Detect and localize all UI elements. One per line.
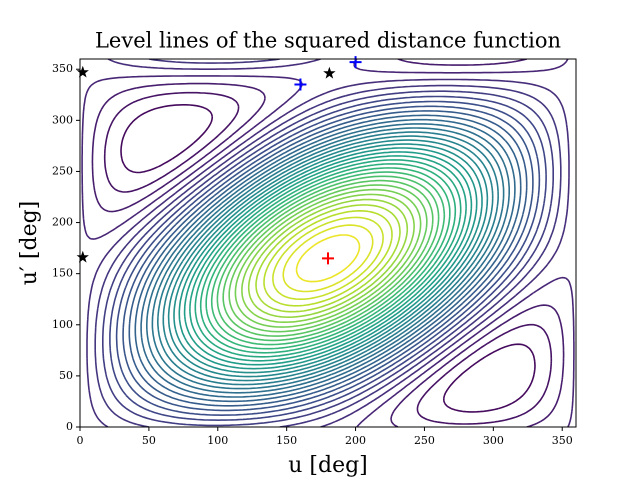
contour-line	[157, 131, 499, 386]
contour-line	[115, 100, 541, 416]
star-marker	[76, 250, 89, 263]
contour-line	[189, 155, 467, 362]
contour-line	[241, 193, 415, 323]
contour-line	[134, 114, 522, 403]
x-tick-label: 200	[345, 434, 366, 447]
contour-line	[194, 159, 462, 358]
contour-line	[94, 59, 562, 427]
y-tick-label: 350	[52, 62, 73, 75]
contour-line	[103, 91, 553, 425]
contour-line	[222, 179, 434, 337]
plus-marker	[349, 56, 362, 69]
y-tick-label: 0	[66, 420, 73, 433]
contour-line	[162, 135, 494, 382]
x-tick-label: 350	[552, 434, 573, 447]
plus-marker	[294, 78, 307, 91]
x-tick-label: 100	[207, 434, 228, 447]
y-tick-label: 300	[52, 113, 73, 126]
contour-line	[178, 147, 478, 370]
contour-line	[228, 184, 428, 333]
contour-line	[120, 104, 536, 413]
contour-line	[122, 105, 534, 412]
x-tick-label: 300	[483, 434, 504, 447]
y-tick-label: 150	[52, 267, 73, 280]
contour-line	[81, 59, 575, 427]
contour-line	[173, 143, 483, 374]
contour-line	[255, 204, 401, 313]
contour-line	[272, 216, 384, 300]
contour-line	[247, 198, 409, 318]
contour-line	[263, 210, 393, 307]
contour-line	[199, 163, 457, 354]
y-tick-label: 200	[52, 216, 73, 229]
y-axis-label: u′ [deg]	[17, 201, 42, 286]
contour-line	[109, 95, 547, 421]
contour-line	[282, 224, 374, 293]
contour-line	[234, 188, 422, 328]
contour-line	[167, 139, 489, 378]
star-marker	[76, 65, 89, 78]
x-axis-label: u [deg]	[288, 453, 368, 478]
plot-frame	[79, 58, 577, 428]
y-tick-label: 250	[52, 164, 73, 177]
contour-line	[205, 167, 451, 350]
contour-line	[295, 234, 361, 283]
plus-marker	[322, 252, 334, 265]
x-tick-label: 50	[142, 434, 156, 447]
contour-line	[216, 175, 440, 342]
y-tick-label: 50	[59, 369, 73, 382]
x-tick-label: 250	[414, 434, 435, 447]
x-tick-label: 150	[276, 434, 297, 447]
y-tick-label: 100	[52, 318, 73, 331]
contour-line	[183, 151, 473, 366]
chart-title: Level lines of the squared distance func…	[95, 29, 561, 53]
contour-line	[86, 59, 570, 427]
contour-line	[146, 123, 510, 394]
contour-line	[140, 118, 516, 398]
contour-line	[151, 127, 505, 390]
contour-line	[210, 171, 446, 346]
contour-line	[91, 59, 565, 427]
x-tick-label: 0	[77, 434, 84, 447]
contour-line	[102, 90, 554, 427]
star-marker	[323, 66, 336, 79]
contour-line	[128, 110, 528, 407]
